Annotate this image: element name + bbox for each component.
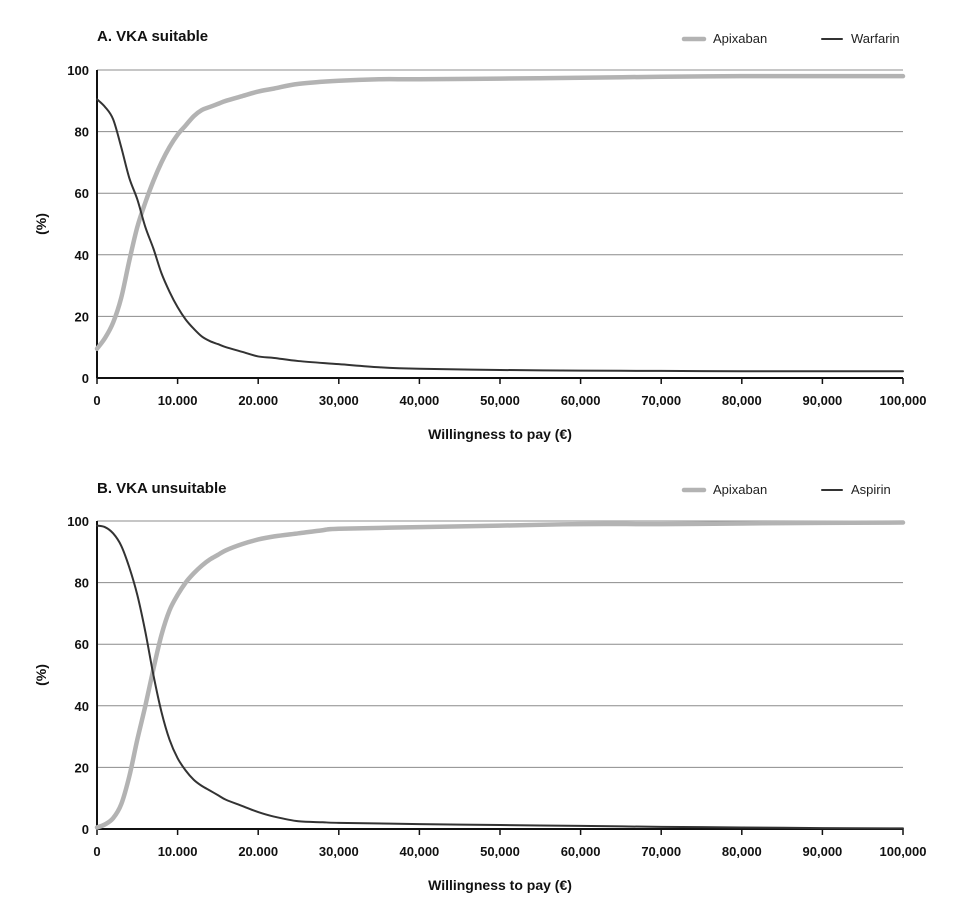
x-tick-label: 40,000 [400,393,440,408]
chart-panel-b: B. VKA unsuitable 0 20 40 60 80 100 0 10.000 20.0… [33,480,927,893]
x-tick-label: 100,000 [880,393,927,408]
x-tick-label: 30,000 [319,393,359,408]
x-tick-label: 50,000 [480,393,520,408]
chart-panel-a: A. VKA suitable 0 20 40 60 80 100 0 10.000 20.000… [33,28,927,442]
x-tick-label: 90,000 [803,844,843,859]
series-line-aspirin [96,524,904,830]
chart-title: A. VKA suitable [97,28,208,45]
x-axis-label: Willingness to pay (€) [428,426,572,442]
y-tick-label: 0 [82,822,89,837]
x-tick-label: 70,000 [641,844,681,859]
legend-label-apixaban: Apixaban [713,31,767,46]
x-tick-label: 10.000 [158,844,198,859]
legend-label-aspirin: Aspirin [851,482,891,497]
x-tick-label: 60,000 [561,393,601,408]
y-tick-label: 80 [75,576,89,591]
y-tick-label: 100 [67,63,89,78]
x-tick-label: 0 [93,393,100,408]
legend-label-warfarin: Warfarin [851,31,900,46]
series-line-apixaban [94,73,906,351]
x-tick-label: 80,000 [722,393,762,408]
x-tick-label: 10.000 [158,393,198,408]
x-tick-label: 60,000 [561,844,601,859]
x-tick-label: 30,000 [319,844,359,859]
y-axis-label: (%) [33,213,49,235]
x-tick-label: 100,000 [880,844,927,859]
x-tick-label: 0 [93,844,100,859]
y-tick-label: 20 [75,309,89,324]
y-axis-label: (%) [33,664,49,686]
y-tick-label: 80 [75,125,89,140]
x-axis-label: Willingness to pay (€) [428,877,572,893]
y-tick-label: 40 [75,699,89,714]
y-tick-label: 20 [75,760,89,775]
x-tick-label: 40,000 [400,844,440,859]
x-tick-label: 70,000 [641,393,681,408]
chart-title: B. VKA unsuitable [97,480,226,497]
y-tick-label: 60 [75,637,89,652]
x-tick-label: 50,000 [480,844,520,859]
x-tick-label: 80,000 [722,844,762,859]
legend-label-apixaban: Apixaban [713,482,767,497]
x-tick-label: 20.000 [238,844,278,859]
y-tick-label: 40 [75,248,89,263]
series-line-warfarin [96,98,904,373]
y-tick-label: 0 [82,371,89,386]
series-line-apixaban [94,520,906,830]
x-tick-label: 90,000 [803,393,843,408]
y-tick-label: 100 [67,514,89,529]
x-tick-label: 20.000 [238,393,278,408]
y-tick-label: 60 [75,186,89,201]
